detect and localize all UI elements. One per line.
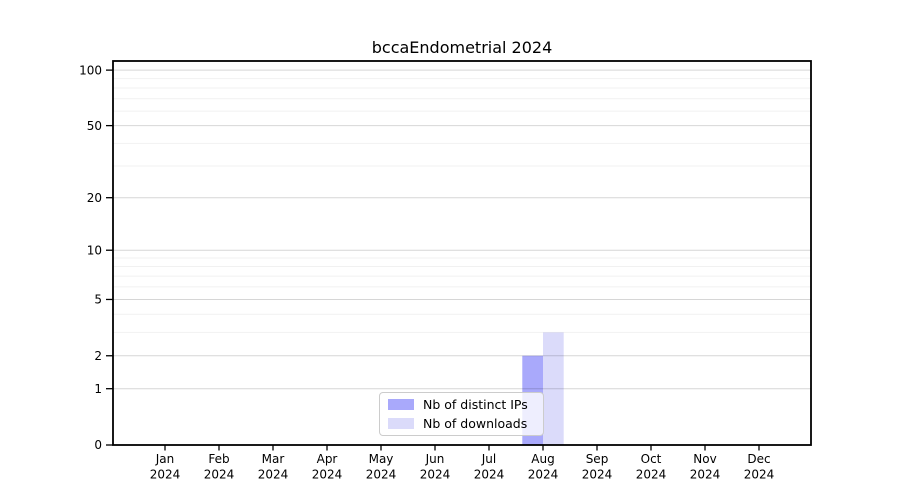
x-tick-label-year: 2024 bbox=[636, 468, 667, 482]
x-tick-label-month: Jul bbox=[481, 452, 496, 466]
legend-label-downloads: Nb of downloads bbox=[423, 416, 528, 431]
x-tick-label-month: Mar bbox=[262, 452, 285, 466]
legend-swatch-distinct-ips bbox=[388, 399, 414, 410]
plot-border bbox=[112, 60, 812, 446]
x-tick-label-year: 2024 bbox=[258, 468, 289, 482]
x-tick-label-year: 2024 bbox=[582, 468, 613, 482]
x-tick-label-year: 2024 bbox=[204, 468, 235, 482]
x-tick-label-month: Jan bbox=[155, 452, 175, 466]
x-tick-label-year: 2024 bbox=[312, 468, 343, 482]
x-tick-label-month: Feb bbox=[208, 452, 229, 466]
x-tick-label-month: Dec bbox=[747, 452, 770, 466]
x-tick-label-year: 2024 bbox=[150, 468, 181, 482]
y-tick-label: 10 bbox=[87, 243, 102, 257]
y-tick-label: 2 bbox=[94, 349, 102, 363]
legend-entry-downloads: Nb of downloads bbox=[388, 414, 543, 433]
y-tick-label: 1 bbox=[94, 382, 102, 396]
bar-downloads-aug bbox=[543, 332, 564, 445]
chart-title: bccaEndometrial 2024 bbox=[372, 38, 553, 57]
x-tick-label-year: 2024 bbox=[366, 468, 397, 482]
y-tick-label: 0 bbox=[94, 438, 102, 452]
legend-entry-distinct-ips: Nb of distinct IPs bbox=[388, 395, 543, 414]
x-tick-label-year: 2024 bbox=[420, 468, 451, 482]
plot-area: 0 1 2 5 10 20 50 100 Jan 2024 Feb 2024 Mar 2024 Apr 202… bbox=[79, 60, 812, 482]
x-tick-label-month: Aug bbox=[531, 452, 554, 466]
legend-swatch-downloads bbox=[388, 418, 414, 429]
y-tick-label: 5 bbox=[94, 293, 102, 307]
x-tick-label-month: Oct bbox=[641, 452, 662, 466]
y-tick-label: 100 bbox=[79, 63, 102, 77]
x-tick-label-month: May bbox=[369, 452, 394, 466]
x-tick-label-year: 2024 bbox=[474, 468, 505, 482]
x-tick-label-month: Apr bbox=[317, 452, 338, 466]
x-tick-label-year: 2024 bbox=[690, 468, 721, 482]
x-tick-label-year: 2024 bbox=[528, 468, 559, 482]
y-tick-label: 20 bbox=[87, 191, 102, 205]
x-tick-label-month: Nov bbox=[693, 452, 716, 466]
x-tick-label-month: Jun bbox=[425, 452, 445, 466]
x-tick-label-year: 2024 bbox=[744, 468, 775, 482]
legend: Nb of distinct IPs Nb of downloads bbox=[379, 392, 544, 436]
x-tick-label-month: Sep bbox=[586, 452, 609, 466]
y-tick-label: 50 bbox=[87, 119, 102, 133]
legend-label-distinct-ips: Nb of distinct IPs bbox=[423, 397, 528, 412]
